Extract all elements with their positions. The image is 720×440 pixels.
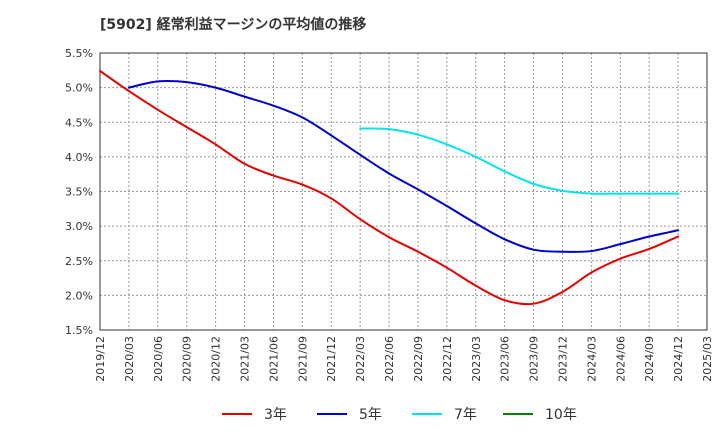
x-tick-label: 2022/06 <box>383 336 396 382</box>
legend-label: 3年 <box>264 407 287 423</box>
x-tick-label: 2020/09 <box>181 336 194 382</box>
series-line <box>359 127 680 195</box>
grid <box>99 52 708 331</box>
chart-title: [5902] 経常利益マージンの平均値の推移 <box>100 16 366 33</box>
x-tick-label: 2020/03 <box>123 336 136 382</box>
series-line <box>127 79 680 253</box>
y-tick-label: 2.5% <box>65 255 93 268</box>
x-tick-label: 2021/12 <box>325 336 338 382</box>
y-axis: 1.5% 2.0% 2.5% 3.0% 3.5% 4.0% 4.5% 5.0% 5.5% <box>65 47 93 337</box>
y-tick-label: 4.5% <box>65 116 93 129</box>
plot-area <box>99 52 708 331</box>
series-lines <box>99 70 680 306</box>
x-tick-label: 2022/03 <box>354 336 367 382</box>
x-axis: 2019/12 2020/03 2020/06 2020/09 2020/12 2021/… <box>94 336 714 382</box>
x-tick-label: 2020/12 <box>210 336 223 382</box>
x-tick-label: 2024/09 <box>643 336 656 382</box>
y-tick-label: 5.0% <box>65 82 93 95</box>
x-tick-label: 2024/12 <box>672 336 685 382</box>
x-tick-label: 2023/03 <box>470 336 483 382</box>
x-tick-label: 2023/09 <box>528 336 541 382</box>
y-tick-label: 1.5% <box>65 324 93 337</box>
series-line <box>99 70 680 306</box>
legend-label: 7年 <box>454 407 477 423</box>
x-tick-label: 2021/09 <box>296 336 309 382</box>
x-tick-label: 2021/06 <box>267 336 280 382</box>
x-tick-label: 2020/06 <box>152 336 165 382</box>
y-tick-label: 2.0% <box>65 289 93 302</box>
y-tick-label: 5.5% <box>65 47 93 60</box>
x-tick-label: 2023/12 <box>556 336 569 382</box>
x-tick-label: 2019/12 <box>94 336 107 382</box>
x-tick-label: 2025/03 <box>701 336 714 382</box>
y-tick-label: 4.0% <box>65 151 93 164</box>
x-tick-label: 2022/09 <box>412 336 425 382</box>
y-tick-label: 3.0% <box>65 220 93 233</box>
x-tick-label: 2021/03 <box>239 336 252 382</box>
x-tick-label: 2023/06 <box>499 336 512 382</box>
y-tick-label: 3.5% <box>65 186 93 199</box>
x-tick-label: 2024/06 <box>614 336 627 382</box>
legend: 3年 5年 7年 10年 <box>222 407 577 423</box>
legend-label: 5年 <box>359 407 382 423</box>
legend-label: 10年 <box>545 407 577 423</box>
x-tick-label: 2022/12 <box>441 336 454 382</box>
x-tick-label: 2024/03 <box>585 336 598 382</box>
